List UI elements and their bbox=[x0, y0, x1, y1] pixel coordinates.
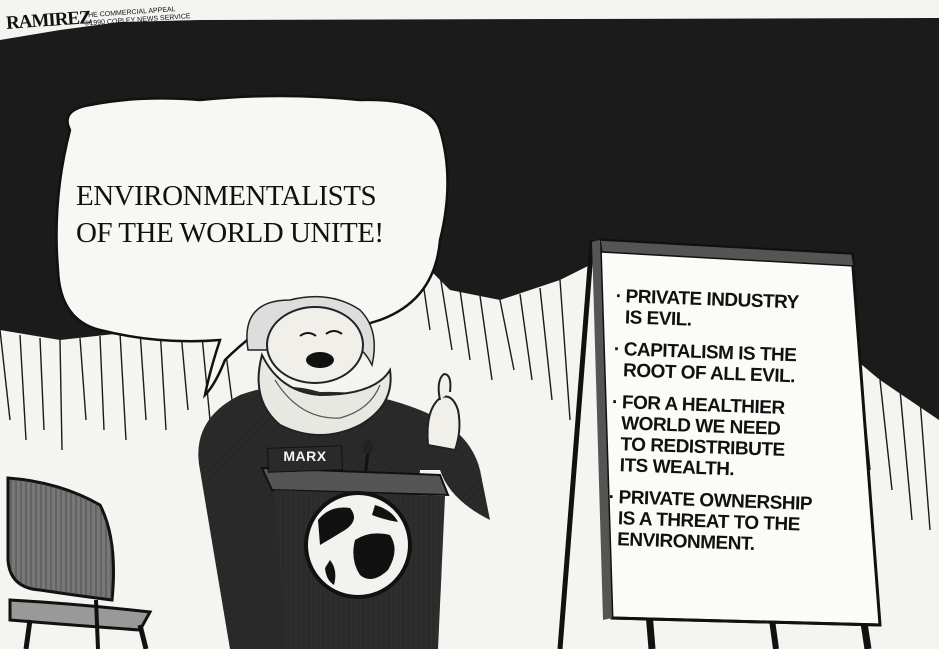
speech-line: OF THE WORLD UNITE! bbox=[76, 217, 384, 249]
list-item: · FOR A HEALTHIER WORLD WE NEED TO REDIS… bbox=[609, 392, 844, 484]
speech-line: ENVIRONMENTALISTS bbox=[76, 180, 377, 212]
folding-chair bbox=[6, 476, 153, 649]
flip-chart-list: · PRIVATE INDUSTRY IS EVIL. · CAPITALISM… bbox=[606, 286, 847, 569]
list-item: · CAPITALISM IS THE ROOT OF ALL EVIL. bbox=[613, 339, 846, 389]
list-item: · PRIVATE OWNERSHIP IS A THREAT TO THE E… bbox=[607, 487, 841, 558]
list-item-text: FOR A HEALTHIER WORLD WE NEED TO REDISTR… bbox=[619, 392, 785, 481]
flip-chart bbox=[557, 238, 882, 649]
list-item-text: CAPITALISM IS THE ROOT OF ALL EVIL. bbox=[622, 339, 797, 388]
list-item: · PRIVATE INDUSTRY IS EVIL. bbox=[615, 286, 848, 336]
podium bbox=[260, 445, 450, 649]
podium-nameplate: MARX bbox=[283, 448, 327, 464]
list-item-text: PRIVATE OWNERSHIP IS A THREAT TO THE ENV… bbox=[616, 487, 813, 555]
list-item-text: PRIVATE INDUSTRY IS EVIL. bbox=[624, 286, 800, 331]
speech-bubble-text: ENVIRONMENTALISTS OF THE WORLD UNITE! bbox=[76, 178, 406, 252]
